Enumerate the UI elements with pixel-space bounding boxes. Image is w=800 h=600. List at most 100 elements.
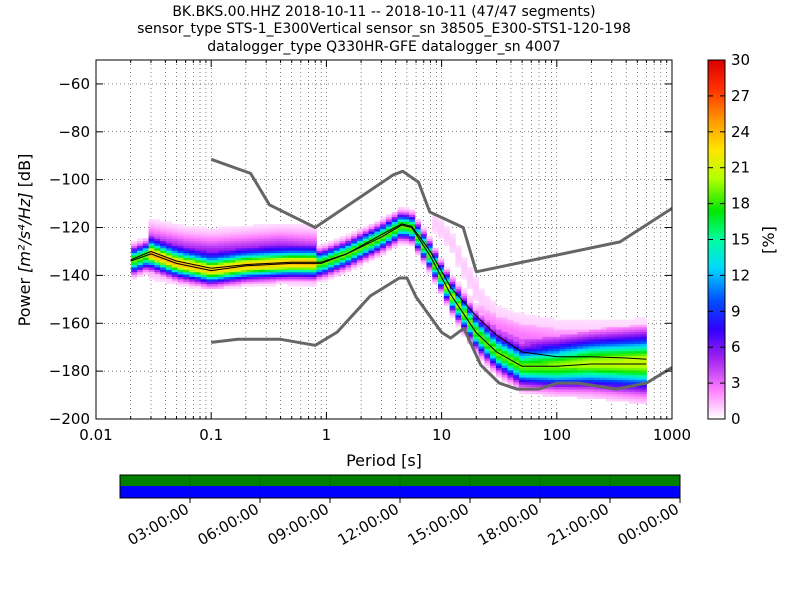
psd-cell	[438, 278, 445, 282]
psd-cell	[495, 331, 503, 335]
psd-cell	[559, 336, 566, 340]
psd-cell	[356, 262, 364, 266]
psd-cell	[160, 231, 167, 234]
psd-cell	[629, 389, 636, 392]
psd-cell	[490, 329, 497, 333]
psd-cell	[634, 393, 642, 397]
psd-cell	[287, 247, 294, 251]
psd-cell	[131, 240, 138, 244]
psd-cell	[270, 274, 277, 277]
psd-cell	[264, 228, 271, 232]
psd-cell	[351, 264, 358, 268]
psd-cell	[490, 343, 497, 347]
psd-cell	[629, 343, 636, 347]
psd-cell	[171, 264, 178, 268]
psd-cell	[472, 346, 479, 349]
psd-cell	[264, 250, 271, 254]
psd-cell	[542, 381, 549, 385]
psd-cell	[339, 243, 346, 246]
psd-cell	[559, 346, 566, 349]
psd-cell	[385, 226, 393, 230]
psd-cell	[548, 379, 555, 383]
psd-cell	[600, 369, 607, 373]
psd-cell	[206, 286, 213, 289]
psd-cell	[629, 401, 636, 404]
psd-cell	[455, 300, 462, 304]
psd-cell	[605, 389, 613, 392]
psd-cell	[617, 391, 624, 395]
psd-cell	[160, 247, 167, 251]
psd-cell	[623, 338, 630, 342]
psd-cell	[536, 377, 543, 380]
psd-cell	[409, 221, 416, 225]
psd-cell	[617, 381, 624, 385]
psd-cell	[328, 259, 335, 263]
psd-cell	[177, 223, 184, 227]
psd-cell	[565, 319, 572, 323]
psd-cell	[368, 226, 375, 230]
psd-cell	[356, 257, 364, 261]
psd-cell	[264, 233, 271, 237]
psd-cell	[148, 243, 155, 246]
psd-cell	[252, 274, 259, 277]
psd-cell	[594, 341, 601, 345]
psd-cell	[281, 233, 288, 237]
psd-cell	[507, 355, 514, 359]
psd-cell	[171, 228, 178, 232]
psd-cell	[605, 393, 613, 397]
psd-cell	[617, 377, 624, 380]
psd-cell	[640, 379, 647, 383]
psd-cell	[275, 250, 283, 254]
psd-cell	[629, 365, 636, 368]
psd-cell	[536, 343, 543, 347]
psd-cell	[281, 274, 288, 277]
psd-cell	[218, 240, 225, 244]
psd-cell	[160, 252, 167, 256]
psd-cell	[200, 264, 207, 268]
psd-cell	[171, 276, 178, 280]
psd-cell	[223, 281, 231, 285]
psd-cell	[519, 381, 526, 385]
psd-cell	[553, 350, 561, 354]
psd-cell	[200, 271, 207, 275]
psd-cell	[177, 274, 184, 277]
psd-cell	[588, 365, 595, 368]
psd-cell	[443, 235, 451, 239]
psd-cell	[623, 369, 630, 373]
psd-cell	[142, 262, 149, 266]
psd-cell	[252, 283, 259, 287]
psd-cell	[449, 247, 456, 251]
psd-cell	[275, 276, 283, 280]
psd-cell	[171, 226, 178, 230]
psd-cell	[380, 223, 387, 227]
psd-cell	[304, 283, 312, 287]
psd-cell	[559, 374, 566, 378]
psd-cell	[530, 343, 537, 347]
psd-cell	[293, 250, 300, 254]
psd-cell	[235, 286, 242, 289]
psd-cell	[571, 357, 578, 361]
psd-cell	[380, 226, 387, 230]
psd-cell	[472, 288, 479, 292]
psd-cell	[356, 255, 364, 258]
psd-cell	[154, 219, 161, 222]
psd-cell	[600, 350, 607, 354]
psd-cell	[629, 355, 636, 359]
psd-cell	[484, 312, 491, 316]
psd-cell	[501, 348, 508, 352]
psd-cell	[235, 228, 242, 232]
psd-cell	[553, 369, 561, 373]
psd-cell	[264, 269, 271, 273]
psd-cell	[270, 245, 277, 249]
psd-cell	[507, 372, 514, 376]
psd-cell	[270, 231, 277, 234]
psd-cell	[177, 262, 184, 266]
psd-cell	[611, 329, 618, 333]
psd-cell	[461, 257, 468, 261]
psd-cell	[605, 381, 613, 385]
psd-cell	[275, 267, 283, 270]
psd-cell	[281, 255, 288, 258]
psd-cell	[484, 341, 491, 345]
psd-cell	[507, 326, 514, 330]
psd-cell	[455, 310, 462, 313]
